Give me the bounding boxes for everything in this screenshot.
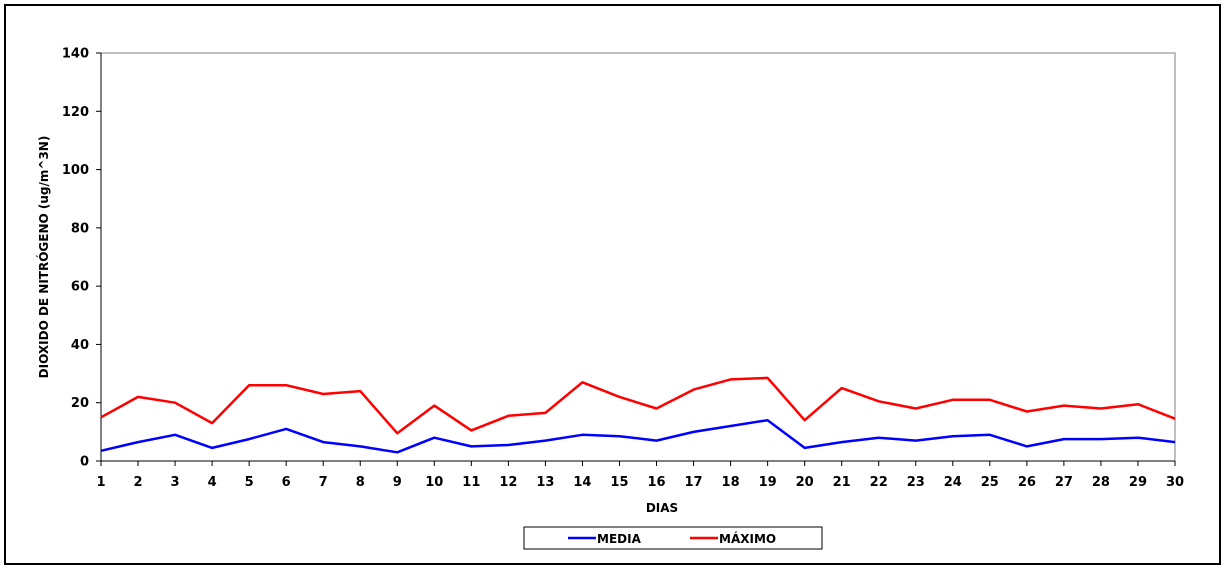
x-tick-label: 5 (245, 475, 254, 490)
legend-label-maximo: MÁXIMO (719, 531, 776, 546)
x-tick-label: 3 (171, 475, 180, 490)
y-tick-label: 20 (71, 396, 89, 411)
x-axis: 1 2 3 4 5 6 7 8 9 10 11 12 13 14 15 16 17 18 19 20 21 22 23 24 2… (96, 460, 1184, 490)
x-tick-label: 6 (282, 475, 291, 490)
x-tick-label: 7 (319, 475, 328, 490)
y-tick-label: 140 (62, 47, 89, 62)
legend: MEDIA MÁXIMO (523, 526, 823, 550)
x-tick-label: 13 (536, 475, 554, 490)
x-tick-label: 30 (1166, 475, 1184, 490)
y-axis: 0 20 40 60 80 100 120 140 (62, 47, 102, 470)
y-tick-label: 0 (80, 455, 89, 470)
x-tick-label: 1 (96, 475, 105, 490)
y-axis-title: DIOXIDO DE NITRÓGENO (ug/m^3N) (36, 136, 51, 379)
x-tick-label: 10 (425, 475, 443, 490)
x-tick-label: 14 (573, 475, 591, 490)
x-tick-label: 11 (462, 475, 480, 490)
y-tick-label: 120 (62, 105, 89, 120)
y-tick-label: 60 (71, 280, 89, 295)
series-line-maximo (100, 376, 1176, 435)
x-tick-label: 19 (759, 475, 777, 490)
series-lines (100, 376, 1176, 454)
x-tick-label: 12 (499, 475, 517, 490)
x-tick-label: 29 (1129, 475, 1147, 490)
x-tick-label: 25 (981, 475, 999, 490)
y-tick-label: 100 (62, 163, 89, 178)
x-tick-label: 28 (1092, 475, 1110, 490)
x-tick-label: 4 (208, 475, 217, 490)
series-line-media (100, 418, 1176, 454)
x-tick-label: 18 (722, 475, 740, 490)
x-tick-label: 21 (833, 475, 851, 490)
legend-box (523, 526, 823, 550)
x-tick-label: 26 (1018, 475, 1036, 490)
x-tick-label: 22 (870, 475, 888, 490)
x-tick-label: 24 (944, 475, 962, 490)
x-tick-label: 27 (1055, 475, 1073, 490)
y-tick-label: 80 (71, 221, 89, 236)
plot-area (100, 52, 1176, 462)
legend-label-media: MEDIA (597, 532, 642, 546)
x-axis-title: DIAS (646, 501, 678, 515)
x-tick-label: 23 (907, 475, 925, 490)
x-tick-label: 15 (610, 475, 628, 490)
x-tick-label: 20 (796, 475, 814, 490)
x-tick-label: 17 (685, 475, 703, 490)
plot-area-border (100, 52, 1176, 462)
x-tick-label: 9 (393, 475, 402, 490)
x-tick-label: 8 (356, 475, 365, 490)
y-tick-label: 40 (71, 338, 89, 353)
x-tick-label: 16 (647, 475, 665, 490)
x-tick-label: 2 (134, 475, 143, 490)
